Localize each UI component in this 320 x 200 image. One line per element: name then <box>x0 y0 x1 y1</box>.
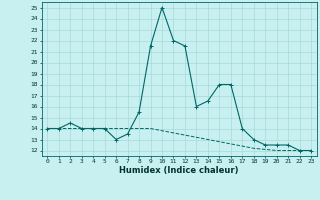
X-axis label: Humidex (Indice chaleur): Humidex (Indice chaleur) <box>119 166 239 175</box>
